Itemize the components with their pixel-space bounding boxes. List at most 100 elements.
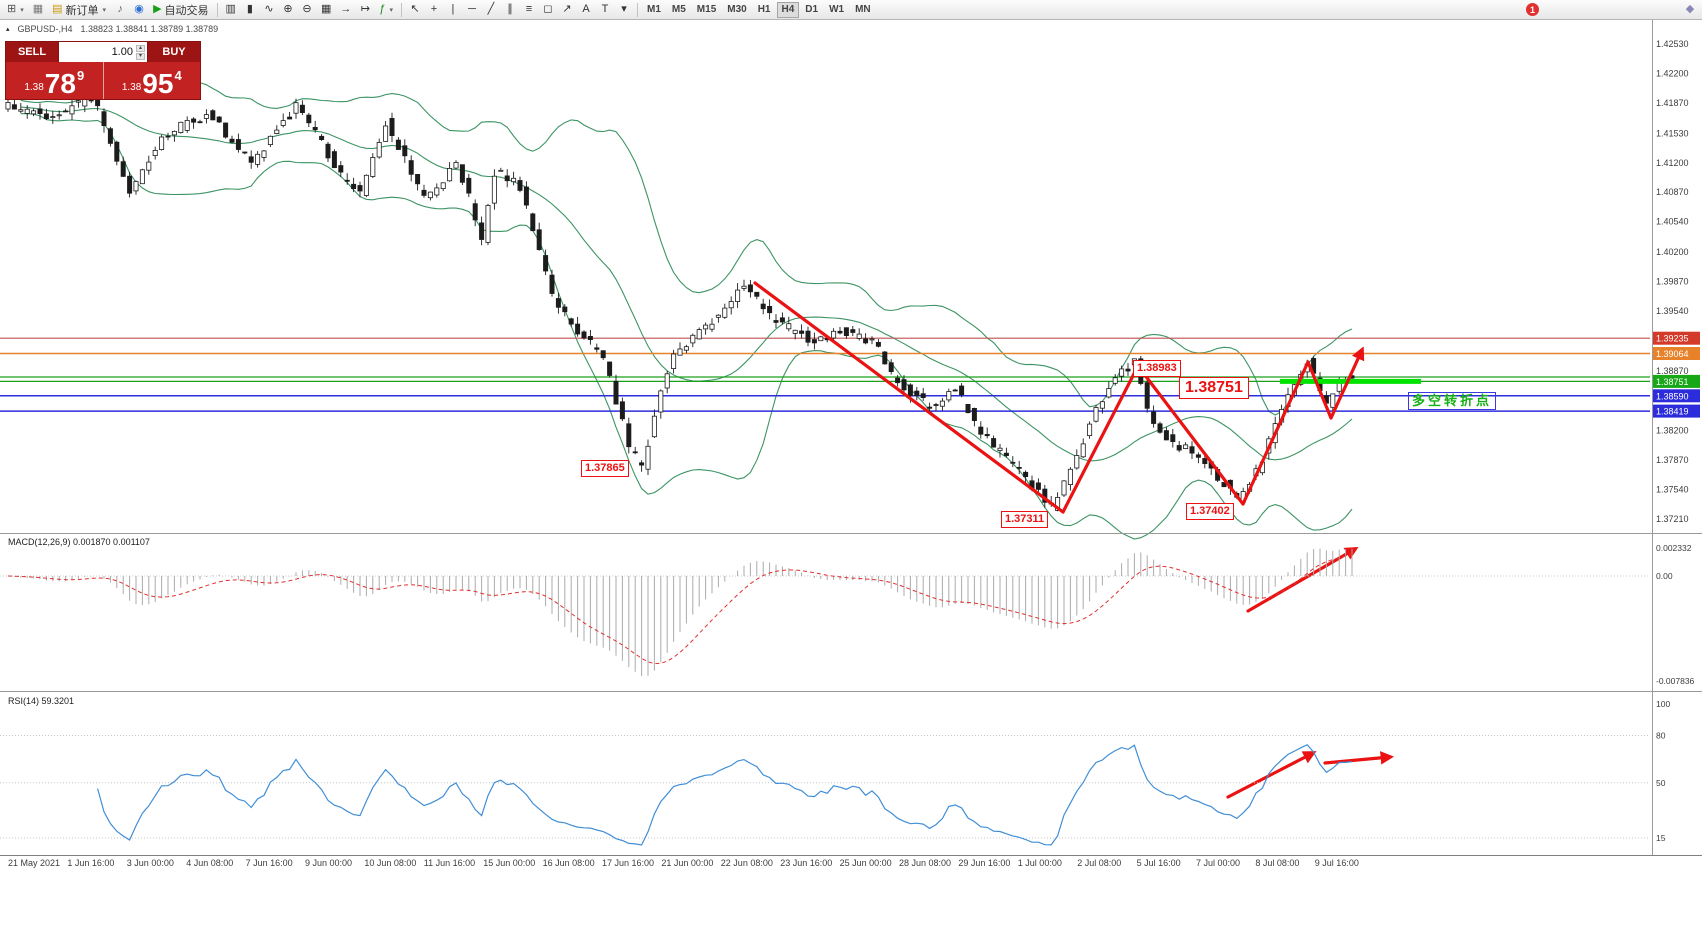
volume-increase-button[interactable]: ▴ xyxy=(135,44,145,52)
cursor-icon[interactable]: ↖ xyxy=(410,3,420,15)
svg-text:80: 80 xyxy=(1656,731,1666,741)
svg-text:1.38419: 1.38419 xyxy=(1656,407,1689,417)
svg-text:1.41870: 1.41870 xyxy=(1656,98,1689,108)
timeframe-m15-button[interactable]: M15 xyxy=(696,4,717,15)
new-chart-icon[interactable]: ⊞ ▾ xyxy=(7,3,24,15)
svg-text:4 Jun 08:00: 4 Jun 08:00 xyxy=(186,858,233,868)
channel-icon[interactable]: ∥ xyxy=(507,3,513,15)
new-order-button[interactable]: ▤ 新订单 ▾ xyxy=(48,1,110,18)
svg-text:21 May 2021: 21 May 2021 xyxy=(8,858,60,868)
svg-text:1.39235: 1.39235 xyxy=(1656,334,1689,344)
buy-price-pips: 95 xyxy=(142,68,174,99)
svg-text:50: 50 xyxy=(1656,778,1666,788)
svg-text:11 Jun 16:00: 11 Jun 16:00 xyxy=(424,858,475,868)
volume-field[interactable]: 1.00 ▴ ▾ xyxy=(58,42,148,62)
svg-text:5 Jul 16:00: 5 Jul 16:00 xyxy=(1137,858,1181,868)
svg-text:1.39064: 1.39064 xyxy=(1656,349,1689,359)
symbol-title: GBPUSD-,H4 xyxy=(17,24,73,34)
svg-text:1.38200: 1.38200 xyxy=(1656,426,1689,436)
timeframe-h4-button[interactable]: H4 xyxy=(776,1,800,18)
buy-price-prefix: 1.38 xyxy=(121,82,142,93)
sell-price-display[interactable]: 1.38 78 9 xyxy=(6,62,103,99)
svg-text:1.40540: 1.40540 xyxy=(1656,217,1689,227)
volume-value: 1.00 xyxy=(111,46,133,58)
chart-shift-icon[interactable]: ↦ xyxy=(360,3,370,15)
svg-text:15: 15 xyxy=(1656,833,1666,843)
zoom-in-icon[interactable]: ⊕ xyxy=(283,3,293,15)
svg-text:1.38590: 1.38590 xyxy=(1656,391,1689,401)
timeframe-m30-button[interactable]: M30 xyxy=(727,4,747,15)
timeframe-h1-button[interactable]: H1 xyxy=(757,4,771,15)
svg-text:8 Jul 08:00: 8 Jul 08:00 xyxy=(1255,858,1299,868)
svg-text:1.39540: 1.39540 xyxy=(1656,306,1689,316)
vertical-line-icon[interactable]: | xyxy=(451,3,455,15)
price-annotation-138751[interactable]: 1.38751 xyxy=(1179,377,1249,399)
volume-decrease-button[interactable]: ▾ xyxy=(135,52,145,60)
svg-text:28 Jun 08:00: 28 Jun 08:00 xyxy=(899,858,951,868)
toolbar-separator xyxy=(636,2,638,17)
main-toolbar: ⊞ ▾ ▦ ▤ 新订单 ▾ ♪ ◉ ▶ 自动交易 ▥ ▮ ∿ ⊕ ⊖ ▦ → ↦ ƒ ▾ ↖ + | ─ ╱ ∥ ≡… xyxy=(0,0,1702,20)
svg-text:15 Jun 00:00: 15 Jun 00:00 xyxy=(483,858,535,868)
timeframe-w1-button[interactable]: W1 xyxy=(829,4,845,15)
price-annotation-138983[interactable]: 1.38983 xyxy=(1133,360,1181,377)
shapes-icon[interactable]: ◻ xyxy=(543,3,553,15)
sell-price-point: 9 xyxy=(76,68,85,83)
volume-spinner: ▴ ▾ xyxy=(135,44,145,60)
price-annotation-137311[interactable]: 1.37311 xyxy=(1001,511,1049,528)
price-annotation-137402[interactable]: 1.37402 xyxy=(1186,503,1234,520)
macd-label: MACD(12,26,9) 0.001870 0.001107 xyxy=(8,537,150,547)
svg-text:25 Jun 00:00: 25 Jun 00:00 xyxy=(840,858,892,868)
notification-badge[interactable]: 1 xyxy=(1526,3,1539,16)
svg-text:17 Jun 16:00: 17 Jun 16:00 xyxy=(602,858,654,868)
sound-alert-icon[interactable]: ♪ xyxy=(117,3,123,15)
trendline-icon[interactable]: ╱ xyxy=(487,3,495,15)
svg-text:0.002332: 0.002332 xyxy=(1656,543,1692,553)
candlestick-chart-icon[interactable]: ▮ xyxy=(246,3,253,15)
price-annotation-137865[interactable]: 1.37865 xyxy=(581,460,629,477)
svg-text:-0.007836: -0.007836 xyxy=(1656,676,1695,686)
turning-point-label[interactable]: 多空转折点 xyxy=(1408,392,1497,410)
sell-button[interactable]: SELL xyxy=(6,42,58,62)
text-icon[interactable]: A xyxy=(582,3,590,15)
buy-price-display[interactable]: 1.38 95 4 xyxy=(104,62,201,99)
svg-text:1.38870: 1.38870 xyxy=(1656,366,1689,376)
horizontal-line-icon[interactable]: ─ xyxy=(468,3,476,15)
timeframe-mn-button[interactable]: MN xyxy=(855,4,871,15)
svg-text:1.37210: 1.37210 xyxy=(1656,514,1689,524)
auto-scroll-icon[interactable]: → xyxy=(340,3,352,15)
bar-chart-icon[interactable]: ▥ xyxy=(225,3,236,15)
svg-text:1.39870: 1.39870 xyxy=(1656,277,1689,287)
tile-windows-icon[interactable]: ▦ xyxy=(320,3,332,15)
autotrading-icon: ▶ xyxy=(153,3,162,15)
timeframe-m1-button[interactable]: M1 xyxy=(646,4,661,15)
arrows-icon[interactable]: ↗ xyxy=(562,3,572,15)
svg-text:1.38751: 1.38751 xyxy=(1656,377,1689,387)
autotrading-button[interactable]: ▶ 自动交易 xyxy=(149,1,212,18)
svg-text:7 Jul 00:00: 7 Jul 00:00 xyxy=(1196,858,1240,868)
community-icon[interactable]: ◆ xyxy=(1685,3,1695,15)
new-order-label: 新订单 xyxy=(65,4,99,17)
zoom-out-icon[interactable]: ⊖ xyxy=(302,3,312,15)
toolbar-separator xyxy=(216,2,218,17)
buy-button[interactable]: BUY xyxy=(148,42,200,62)
news-icon[interactable]: ◉ xyxy=(134,3,144,15)
profiles-icon[interactable]: ▦ xyxy=(32,3,44,15)
label-icon[interactable]: T xyxy=(601,3,609,15)
crosshair-icon[interactable]: + xyxy=(430,3,438,15)
svg-text:16 Jun 08:00: 16 Jun 08:00 xyxy=(543,858,595,868)
objects-dropdown-icon[interactable]: ▾ xyxy=(621,3,627,15)
autotrading-label: 自动交易 xyxy=(164,4,209,17)
svg-text:1 Jun 16:00: 1 Jun 16:00 xyxy=(67,858,114,868)
line-chart-icon[interactable]: ∿ xyxy=(264,3,274,15)
timeframe-m5-button[interactable]: M5 xyxy=(671,4,686,15)
indicators-icon[interactable]: ƒ ▾ xyxy=(379,3,393,15)
svg-text:1.42200: 1.42200 xyxy=(1656,69,1689,79)
rsi-label: RSI(14) 59.3201 xyxy=(8,696,75,706)
price-divider xyxy=(102,62,104,99)
timeframe-d1-button[interactable]: D1 xyxy=(805,4,819,15)
fibonacci-icon[interactable]: ≡ xyxy=(525,3,533,15)
svg-text:7 Jun 16:00: 7 Jun 16:00 xyxy=(246,858,293,868)
svg-text:100: 100 xyxy=(1656,699,1670,709)
svg-text:9 Jun 00:00: 9 Jun 00:00 xyxy=(305,858,352,868)
